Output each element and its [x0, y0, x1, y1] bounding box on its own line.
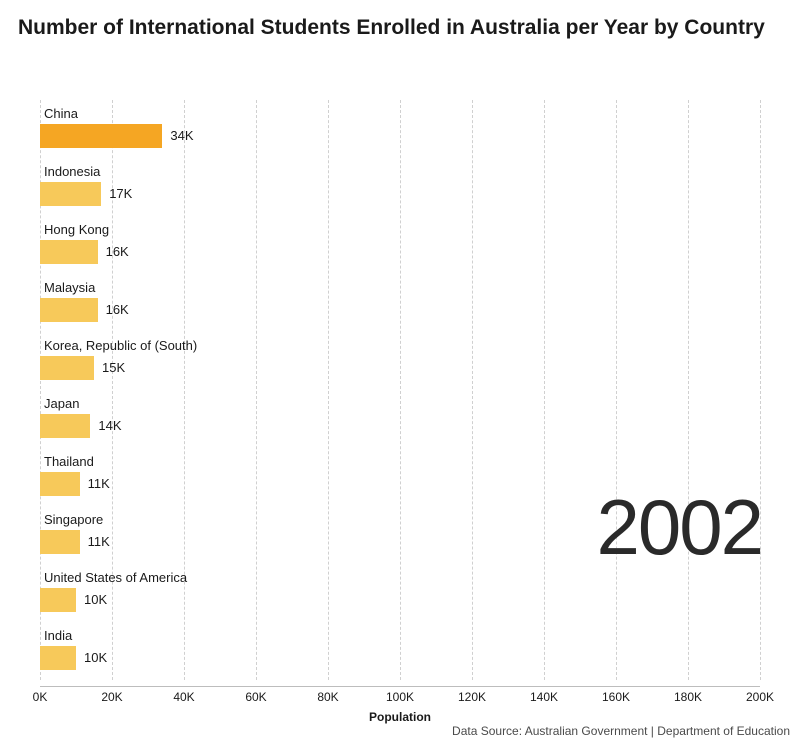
bar — [40, 298, 98, 322]
gridline — [760, 100, 761, 680]
bar-value-label: 15K — [102, 360, 125, 375]
bar-country-label: Malaysia — [44, 280, 95, 295]
bar-value-label: 10K — [84, 650, 107, 665]
x-tick-label: 180K — [674, 690, 702, 704]
x-tick-label: 80K — [317, 690, 338, 704]
plot-surface: China34KIndonesia17KHong Kong16KMalaysia… — [40, 100, 760, 680]
bar-group: Korea, Republic of (South) 15K — [40, 332, 760, 390]
x-tick-label: 140K — [530, 690, 558, 704]
bar-country-label: Indonesia — [44, 164, 100, 179]
bar-value-label: 11K — [88, 534, 110, 549]
x-tick-label: 60K — [245, 690, 266, 704]
x-axis: 0K20K40K60K80K100K120K140K160K180K200K P… — [40, 686, 760, 726]
bar — [40, 588, 76, 612]
bar-group: Hong Kong 16K — [40, 216, 760, 274]
bar-group: Malaysia 16K — [40, 274, 760, 332]
chart-plot-area: China34KIndonesia17KHong Kong16KMalaysia… — [40, 100, 760, 680]
bar — [40, 414, 90, 438]
bar-country-label: India — [44, 628, 72, 643]
bar-value-label: 14K — [98, 418, 121, 433]
bar-country-label: United States of America — [44, 570, 187, 585]
bar — [40, 472, 80, 496]
bar-value-label: 34K — [170, 128, 193, 143]
data-source: Data Source: Australian Government | Dep… — [452, 724, 790, 738]
x-axis-label: Population — [369, 710, 431, 724]
x-tick-label: 160K — [602, 690, 630, 704]
x-tick-label: 40K — [173, 690, 194, 704]
bar-country-label: Thailand — [44, 454, 94, 469]
bar — [40, 356, 94, 380]
bar-country-label: Singapore — [44, 512, 103, 527]
bar-country-label: Korea, Republic of (South) — [44, 338, 197, 353]
x-axis-line — [40, 686, 760, 687]
bar-group: Indonesia 17K — [40, 158, 760, 216]
bar-value-label: 10K — [84, 592, 107, 607]
bar-group: India 10K — [40, 622, 760, 680]
bar-country-label: Japan — [44, 396, 79, 411]
bar-group: China 34K — [40, 100, 760, 158]
bar — [40, 646, 76, 670]
bar — [40, 182, 101, 206]
bar-value-label: 11K — [88, 476, 110, 491]
bar-value-label: 16K — [106, 302, 129, 317]
chart-title: Number of International Students Enrolle… — [0, 0, 800, 49]
bar — [40, 240, 98, 264]
year-annotation: 2002 — [596, 482, 762, 573]
bar-country-label: China — [44, 106, 78, 121]
bar — [40, 530, 80, 554]
x-tick-label: 200K — [746, 690, 774, 704]
bar-group: Japan 14K — [40, 390, 760, 448]
bar-value-label: 16K — [106, 244, 129, 259]
x-tick-label: 20K — [101, 690, 122, 704]
bar-country-label: Hong Kong — [44, 222, 109, 237]
x-tick-label: 0K — [33, 690, 48, 704]
bar — [40, 124, 162, 148]
x-tick-label: 100K — [386, 690, 414, 704]
bar-value-label: 17K — [109, 186, 132, 201]
x-tick-label: 120K — [458, 690, 486, 704]
